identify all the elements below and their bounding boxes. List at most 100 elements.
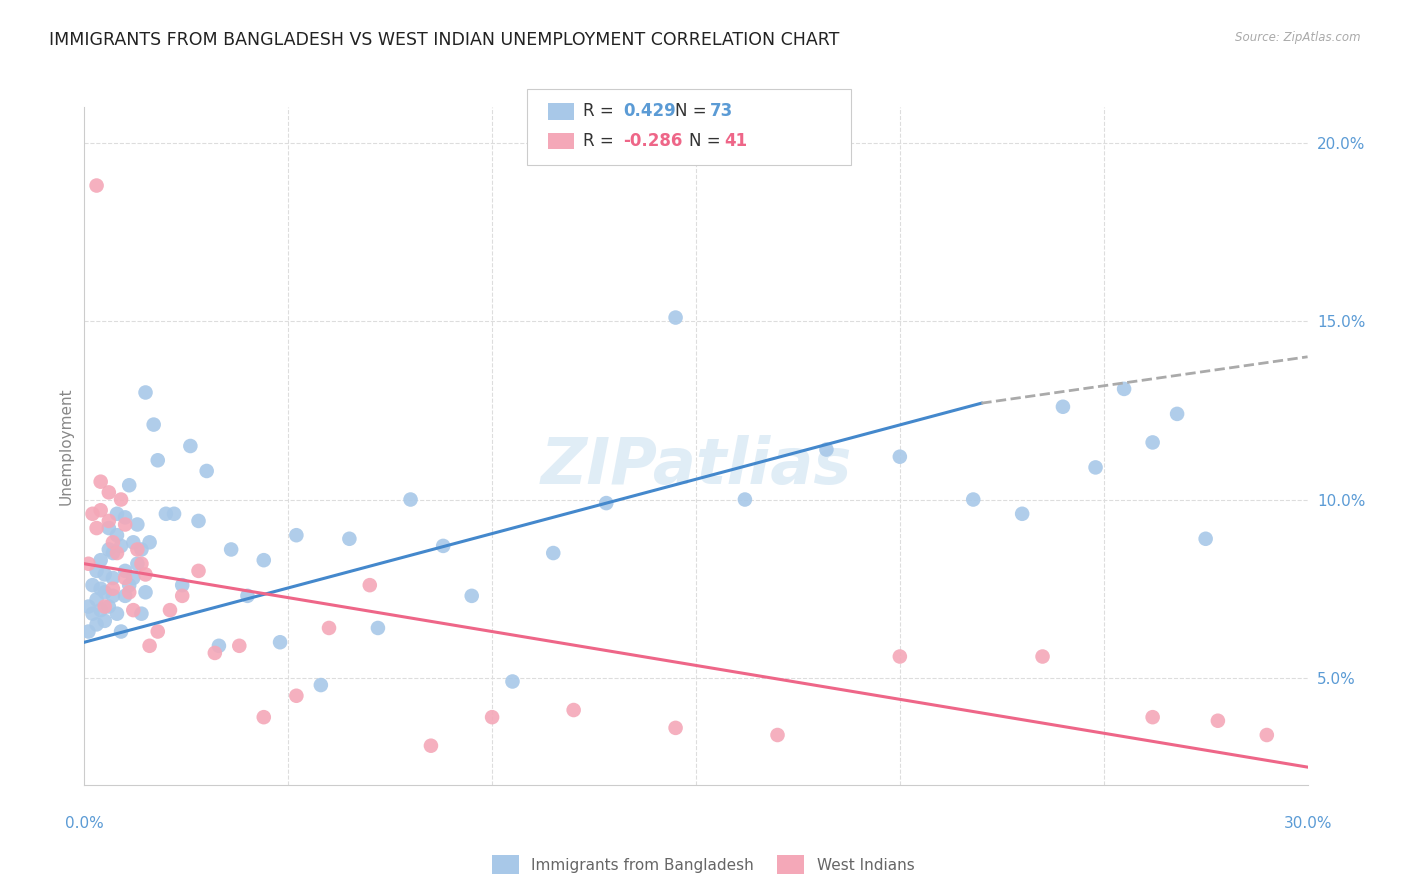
Point (97, 542, 120, 557)
Point (82, 607, 104, 621)
Point (105, 546, 128, 560)
Point (309, 678, 332, 692)
Point (82, 507, 104, 521)
Text: 30.0%: 30.0% (1284, 816, 1331, 831)
Point (127, 542, 149, 557)
Point (1206, 714, 1229, 728)
Point (187, 564, 209, 578)
Point (1142, 710, 1164, 724)
Point (105, 607, 128, 621)
Point (131, 607, 153, 621)
Point (1195, 532, 1218, 546)
Point (118, 585, 141, 599)
Point (114, 517, 136, 532)
Text: R =: R = (583, 103, 620, 120)
Point (208, 639, 231, 653)
Point (172, 589, 194, 603)
Point (97, 521, 120, 535)
Point (77, 599, 100, 614)
Point (1011, 507, 1033, 521)
Point (105, 528, 128, 542)
Point (204, 646, 226, 660)
Point (163, 507, 186, 521)
Point (93, 614, 115, 628)
Point (135, 567, 157, 582)
Point (481, 710, 503, 724)
Point (77, 557, 100, 571)
Point (110, 539, 132, 553)
Point (97, 599, 120, 614)
Point (253, 710, 276, 724)
Point (90, 475, 112, 489)
Point (236, 589, 259, 603)
Text: N =: N = (675, 103, 711, 120)
Point (77, 624, 100, 639)
Point (118, 578, 141, 592)
Point (93, 567, 115, 582)
Point (142, 417, 165, 432)
Point (318, 621, 340, 635)
Point (1142, 435, 1164, 450)
Point (135, 585, 157, 599)
Point (131, 557, 153, 571)
Point (665, 310, 688, 325)
Text: 41: 41 (724, 132, 747, 150)
Point (114, 564, 136, 578)
Point (93, 599, 115, 614)
Text: IMMIGRANTS FROM BANGLADESH VS WEST INDIAN UNEMPLOYMENT CORRELATION CHART: IMMIGRANTS FROM BANGLADESH VS WEST INDIA… (49, 31, 839, 49)
Point (595, 496, 617, 510)
Point (269, 635, 291, 649)
Point (962, 492, 984, 507)
Point (86, 592, 108, 607)
Point (367, 621, 389, 635)
Legend: Immigrants from Bangladesh, West Indians: Immigrants from Bangladesh, West Indians (485, 849, 921, 880)
Point (122, 535, 145, 549)
Point (219, 542, 242, 557)
Y-axis label: Unemployment: Unemployment (58, 387, 73, 505)
Point (155, 507, 177, 521)
Point (138, 535, 160, 549)
Point (135, 385, 157, 400)
Point (86, 178, 108, 193)
Point (110, 624, 132, 639)
Point (889, 649, 911, 664)
Point (359, 578, 381, 592)
Text: ZIPatlias: ZIPatlias (540, 435, 852, 498)
Point (97, 485, 120, 500)
Point (420, 739, 443, 753)
Point (114, 510, 136, 524)
Point (543, 546, 565, 560)
Point (502, 674, 524, 689)
Point (105, 507, 128, 521)
Point (1052, 400, 1074, 414)
Point (1032, 649, 1054, 664)
Point (187, 514, 209, 528)
Point (110, 492, 132, 507)
Point (195, 464, 218, 478)
Point (90, 503, 112, 517)
Point (172, 578, 194, 592)
Point (138, 639, 160, 653)
Text: 0.0%: 0.0% (65, 816, 104, 831)
Point (101, 582, 124, 596)
Point (131, 542, 153, 557)
Point (1256, 728, 1278, 742)
Point (253, 553, 276, 567)
Point (432, 539, 454, 553)
Point (665, 721, 688, 735)
Point (101, 535, 124, 549)
Text: N =: N = (689, 132, 725, 150)
Point (122, 571, 145, 585)
Point (1084, 460, 1107, 475)
Text: 73: 73 (710, 103, 734, 120)
Point (86, 617, 108, 632)
Point (228, 639, 250, 653)
Text: 0.429: 0.429 (623, 103, 676, 120)
Point (90, 582, 112, 596)
Point (766, 728, 789, 742)
Point (101, 571, 124, 585)
Point (461, 589, 484, 603)
Point (127, 557, 149, 571)
Point (159, 603, 181, 617)
Text: -0.286: -0.286 (623, 132, 682, 150)
